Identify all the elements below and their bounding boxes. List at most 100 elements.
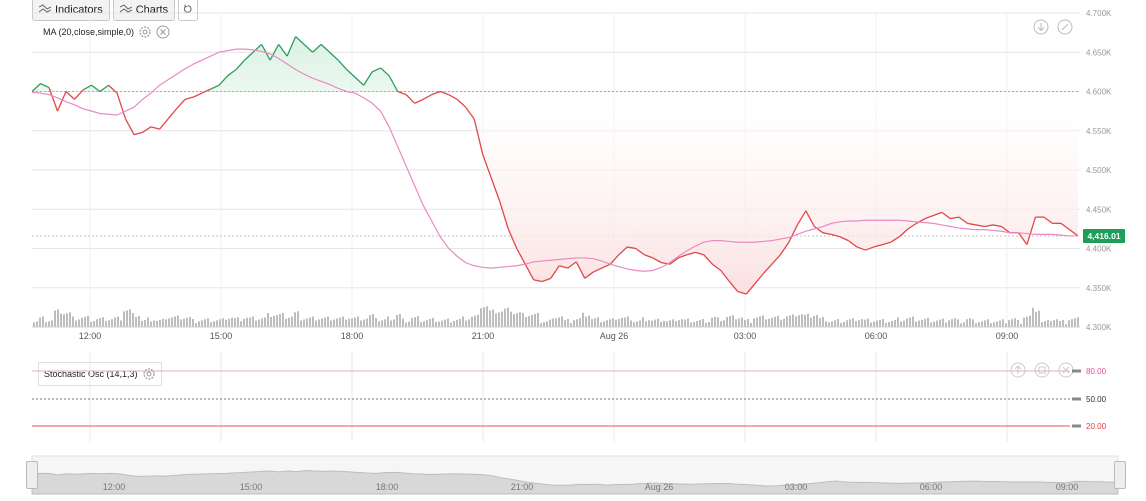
volume-bar (789, 315, 791, 327)
price-segment (150, 126, 160, 130)
price-segment (414, 98, 424, 104)
price-segment (524, 263, 535, 281)
price-segment (1043, 216, 1053, 224)
volume-bar (378, 321, 380, 327)
price-segment (465, 106, 475, 120)
price-segment (856, 246, 866, 251)
volume-bar (876, 320, 878, 327)
volume-bar (399, 314, 401, 327)
volume-bar (99, 318, 101, 327)
price-segment (499, 201, 509, 230)
volume-bar (132, 313, 134, 327)
volume-bar (666, 321, 668, 327)
price-segment (218, 75, 229, 86)
volume-bar (483, 307, 485, 327)
volume-bar (942, 318, 944, 327)
volume-bar (708, 321, 710, 327)
stochastic-legend-label: Stochastic Osc (14,1,3) (44, 369, 138, 379)
volume-bar (750, 322, 752, 327)
volume-bar (303, 319, 305, 327)
volume-bar (705, 322, 707, 327)
price-segment (559, 265, 568, 269)
price-segment (967, 222, 977, 226)
volume-bar (801, 314, 803, 327)
volume-bar (663, 320, 665, 327)
volume-bar (1074, 318, 1076, 327)
price-segment (490, 177, 501, 202)
volume-bar (945, 322, 947, 327)
volume-bar (567, 318, 569, 327)
volume-bar (915, 321, 917, 327)
volume-bar (861, 319, 863, 327)
price-segment (609, 254, 620, 265)
volume-bar (129, 309, 131, 327)
volume-bar (858, 320, 860, 327)
volume-bar (318, 319, 320, 327)
price-segment (312, 43, 322, 53)
volume-bar (843, 321, 845, 327)
volume-bar (348, 318, 350, 327)
volume-bar (531, 315, 533, 327)
volume-bar (84, 316, 86, 327)
navigator-left-handle[interactable] (26, 461, 38, 489)
price-segment (82, 84, 92, 91)
price-segment (91, 84, 101, 93)
reset-button[interactable] (178, 0, 199, 21)
navigator-tick-label: 03:00 (785, 482, 808, 492)
price-segment (975, 224, 985, 228)
y-tick-label: 4.400K (1086, 245, 1112, 254)
close-icon[interactable] (156, 25, 170, 39)
volume-bar (564, 319, 566, 327)
volume-bar (519, 312, 521, 327)
volume-bar (57, 309, 59, 327)
gear-icon[interactable] (142, 367, 156, 381)
volume-bar (585, 316, 587, 327)
volume-bar (387, 316, 389, 327)
volume-bar (720, 321, 722, 327)
x-tick-label: 06:00 (865, 331, 888, 341)
price-segment (720, 270, 730, 282)
maximize-icon[interactable] (1057, 19, 1073, 35)
volume-bar (444, 319, 446, 327)
price-segment (933, 211, 943, 217)
volume-bar (267, 313, 269, 327)
volume-bar (402, 318, 404, 327)
last-price-badge (1083, 228, 1125, 243)
volume-bar (1020, 324, 1022, 327)
volume-bar (954, 318, 956, 327)
stoch-level-marker (1072, 424, 1081, 428)
gear-icon[interactable] (138, 25, 152, 39)
volume-bar (66, 313, 68, 327)
volume-bar (114, 317, 116, 327)
volume-bar (237, 317, 239, 327)
price-segment (762, 263, 773, 275)
price-segment (235, 59, 246, 70)
volume-bar (696, 320, 698, 327)
volume-bar (135, 317, 137, 327)
arrow-up-icon[interactable] (1010, 362, 1026, 378)
volume-bar (501, 311, 503, 327)
maximize-icon[interactable] (1034, 362, 1050, 378)
volume-bar (249, 317, 251, 327)
navigator-right-handle[interactable] (1114, 461, 1126, 489)
download-icon[interactable] (1033, 19, 1049, 35)
price-segment (1001, 225, 1011, 234)
price-segment (575, 261, 586, 279)
close-icon[interactable] (1058, 362, 1074, 378)
volume-bar (669, 320, 671, 327)
volume-bar (537, 313, 539, 327)
volume-bar (780, 319, 782, 327)
volume-bar (324, 317, 326, 327)
volume-bar (522, 313, 524, 327)
navigator-tick-label: Aug 26 (645, 482, 674, 492)
navigator-tick-label: 06:00 (920, 482, 943, 492)
volume-bar (255, 320, 257, 327)
price-segment (244, 51, 254, 61)
volume-bar (591, 319, 593, 327)
navigator: 12:00 15:00 18:00 21:00 Aug 26 03:00 06:00 09:0… (31, 455, 1119, 495)
volume-bar (492, 309, 494, 327)
price-segment (405, 94, 416, 104)
price-segment (950, 216, 960, 220)
x-tick-label: 18:00 (341, 331, 364, 341)
